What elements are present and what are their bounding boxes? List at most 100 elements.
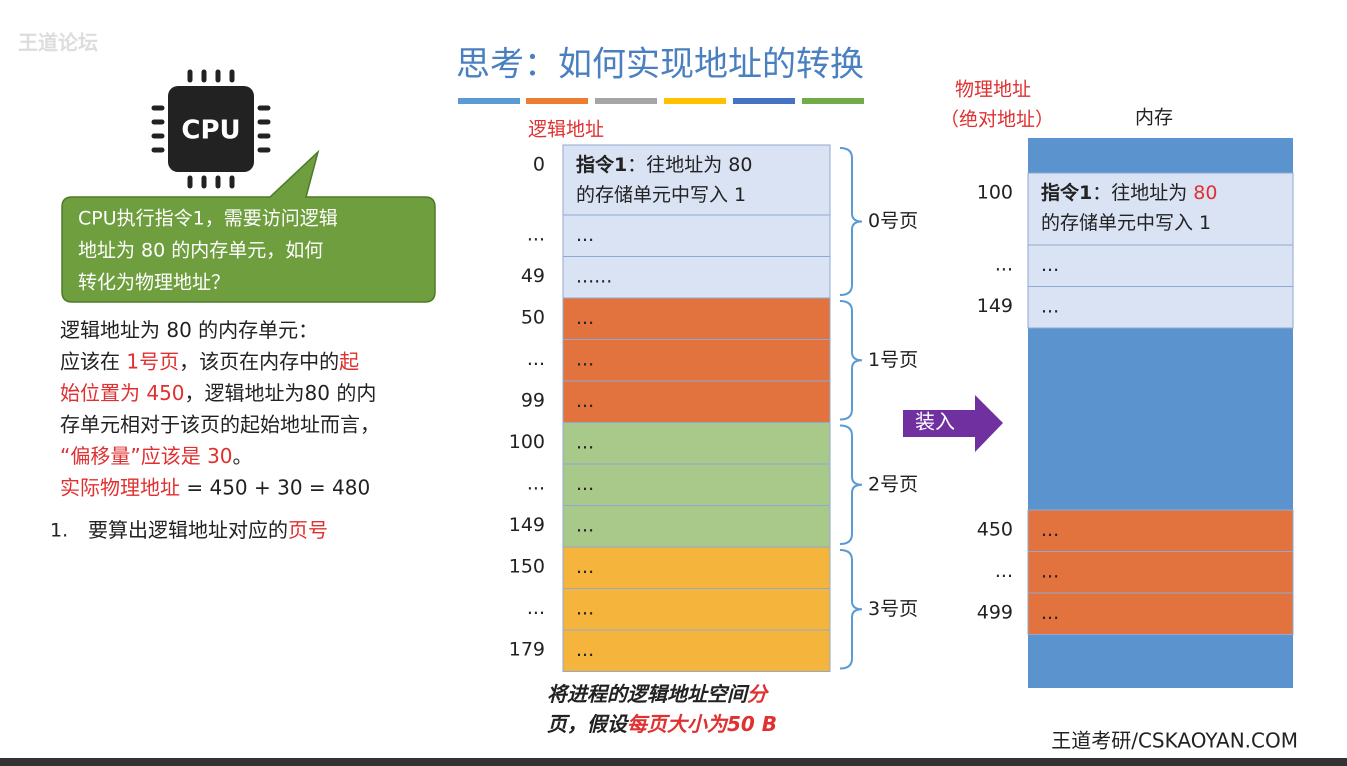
text-run: ，该页在内存中的 xyxy=(179,349,339,373)
text-line: ... xyxy=(1041,254,1059,276)
bar xyxy=(664,98,726,104)
cpu-chip: CPU xyxy=(151,69,271,189)
address: 150 xyxy=(509,556,545,578)
text-run: 实际物理地址 xyxy=(60,475,180,499)
text-run: 将进程的逻辑地址空间 xyxy=(547,682,750,706)
text-line: 将进程的逻辑地址空间分 xyxy=(547,682,770,706)
text-line: ... xyxy=(576,473,594,495)
text-line: ... xyxy=(576,224,594,246)
text-line: 始位置为 450，逻辑地址为80 的内 xyxy=(60,381,376,405)
text-line: ... xyxy=(576,514,594,536)
text-run: ... xyxy=(576,390,594,412)
address: ... xyxy=(995,560,1013,582)
text-run: ：往地址为 xyxy=(1092,182,1193,204)
address: ... xyxy=(527,597,545,619)
cell xyxy=(1027,172,1294,246)
bar xyxy=(733,98,795,104)
step-marker: 1. xyxy=(50,520,68,542)
text-run: 指令1 xyxy=(576,153,627,176)
cell xyxy=(562,214,831,257)
chip-label: CPU xyxy=(181,116,240,146)
bottom-strip xyxy=(0,758,1347,766)
address: 0 xyxy=(533,154,545,176)
cell xyxy=(562,297,831,340)
text-line: 的存储单元中写入 1 xyxy=(1041,212,1211,234)
cell xyxy=(562,144,831,216)
text-line: 实际物理地址 = 450 + 30 = 480 xyxy=(60,475,370,499)
text-line: ... xyxy=(576,390,594,412)
text-line: 页，假设每页大小为50 B xyxy=(547,712,777,736)
address: 450 xyxy=(977,519,1013,541)
text-run: ... xyxy=(1041,254,1059,276)
text-line: “偏移量”应该是 30。 xyxy=(60,444,253,468)
text-run: 起 xyxy=(339,349,359,373)
cell xyxy=(562,546,831,589)
arrow xyxy=(903,395,1003,452)
cell xyxy=(1027,244,1294,287)
brace xyxy=(839,300,863,421)
text-run: 每页大小为50 B xyxy=(627,712,777,736)
text-run: ...... xyxy=(576,265,612,287)
text-run: ... xyxy=(576,639,594,661)
chip-pins xyxy=(151,69,271,189)
address: 49 xyxy=(521,265,545,287)
text-run: ：往地址为 80 xyxy=(627,154,752,176)
bar xyxy=(802,98,864,104)
chip-body xyxy=(168,86,254,172)
text-line: ... xyxy=(1041,602,1059,624)
logical-table: 0 指令1：往地址为 80 的存储单元中写入 1... ... 49 ...... 0号页 5… xyxy=(509,144,918,672)
address: 179 xyxy=(509,639,545,661)
cell xyxy=(1027,286,1294,329)
text-line: ... xyxy=(1041,295,1059,317)
text-run: ... xyxy=(576,473,594,495)
text-line: 指令1：往地址为 80 xyxy=(1041,181,1217,204)
text-run: ... xyxy=(576,431,594,453)
address: 100 xyxy=(977,182,1013,204)
callout-line: 转化为物理地址？ xyxy=(78,272,230,294)
cell xyxy=(562,422,831,465)
callout xyxy=(61,149,436,303)
footer: 王道考研/CSKAOYAN.COM xyxy=(1051,729,1298,753)
text-run: ... xyxy=(576,556,594,578)
text-run: 页，假设 xyxy=(547,712,630,736)
text-run: 页号 xyxy=(288,518,328,542)
text-run: ... xyxy=(576,348,594,370)
text-run: ... xyxy=(576,224,594,246)
address: 149 xyxy=(977,295,1013,317)
text-run: 的存储单元中写入 1 xyxy=(1041,212,1211,234)
callout-line: CPU执行指令1，需要访问逻辑 xyxy=(78,208,338,230)
text-line: ... xyxy=(576,556,594,578)
text-line: ... xyxy=(576,431,594,453)
brace xyxy=(839,424,863,545)
text-run: 要算出逻辑地址对应的 xyxy=(88,518,288,542)
text-line: 应该在 1号页，该页在内存中的起 xyxy=(60,349,359,373)
text-run: ... xyxy=(576,514,594,536)
page-label: 0号页 xyxy=(868,210,918,232)
cell xyxy=(562,629,831,672)
bar xyxy=(526,98,588,104)
logical-label: 逻辑地址 xyxy=(528,119,604,141)
watermark: 王道论坛 xyxy=(18,31,98,55)
text-run: ... xyxy=(1041,560,1059,582)
text-line: 逻辑地址为 80 的内存单元： xyxy=(60,318,318,342)
cell xyxy=(562,256,831,299)
address: ... xyxy=(527,348,545,370)
address: 99 xyxy=(521,390,545,412)
cell xyxy=(562,588,831,631)
text-line: ...... xyxy=(576,265,612,287)
slide-title: 思考：如何实现地址的转换 xyxy=(456,45,864,85)
cell xyxy=(1027,551,1294,594)
address: 100 xyxy=(509,431,545,453)
page-label: 2号页 xyxy=(868,473,918,495)
text-line: 要算出逻辑地址对应的页号 xyxy=(88,518,328,542)
text-run: ... xyxy=(576,597,594,619)
bar xyxy=(458,98,520,104)
cell xyxy=(562,380,831,423)
text-line: ... xyxy=(576,639,594,661)
brace xyxy=(839,147,863,296)
text-line: ... xyxy=(1041,560,1059,582)
physical-label: （绝对地址） xyxy=(940,109,1054,131)
cell xyxy=(562,339,831,382)
